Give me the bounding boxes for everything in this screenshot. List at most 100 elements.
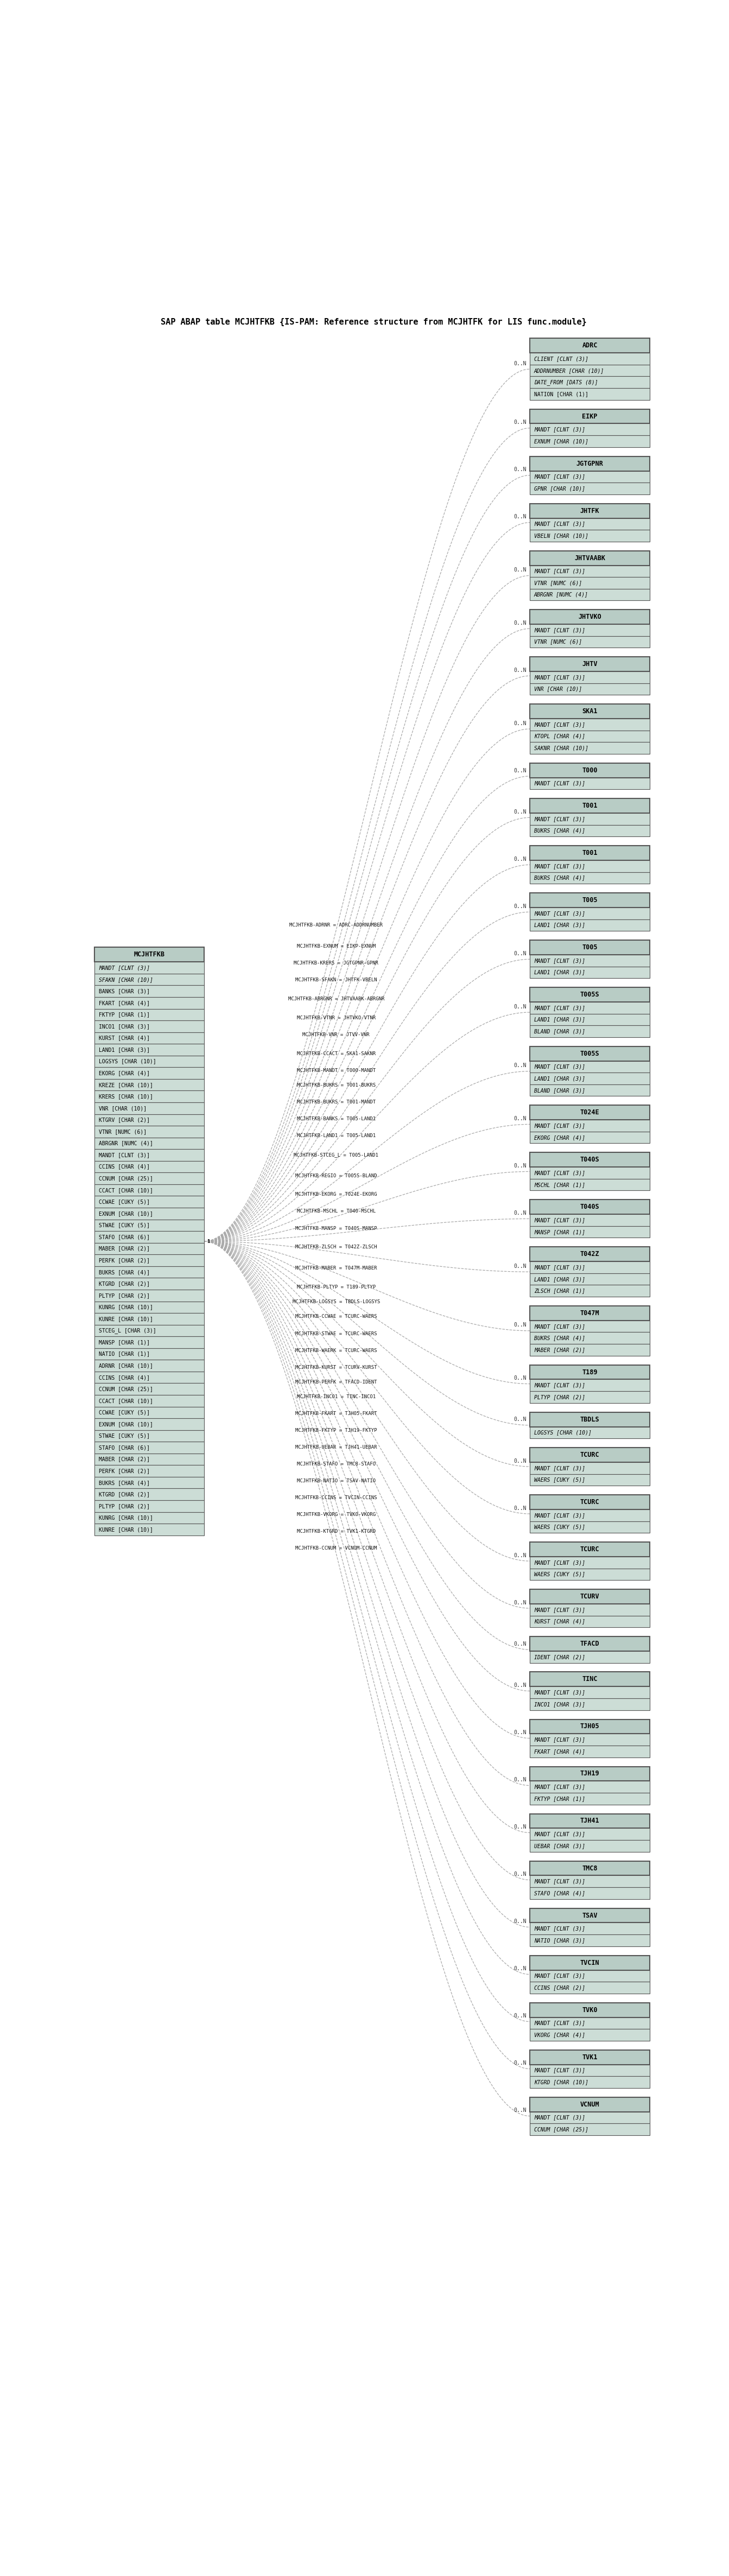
Bar	[530, 1636, 650, 1651]
Text: WAERS [CUKY (5)]: WAERS [CUKY (5)]	[534, 1525, 585, 1530]
Bar	[95, 1139, 204, 1149]
Text: STAFO [CHAR (6)]: STAFO [CHAR (6)]	[98, 1234, 149, 1239]
Bar	[95, 1149, 204, 1162]
Text: 1: 1	[207, 1239, 210, 1244]
Bar	[530, 482, 650, 495]
Bar	[530, 672, 650, 683]
Bar	[95, 1218, 204, 1231]
Text: PLTYP [CHAR (2)]: PLTYP [CHAR (2)]	[98, 1504, 149, 1510]
Text: MANDT [CLNT (3)]: MANDT [CLNT (3)]	[534, 474, 585, 479]
Text: 1: 1	[207, 1239, 210, 1244]
Text: MANDT [CLNT (3)]: MANDT [CLNT (3)]	[534, 1170, 585, 1175]
Text: KTGRD [CHAR (2)]: KTGRD [CHAR (2)]	[98, 1492, 149, 1497]
Bar	[530, 845, 650, 860]
Text: MANDT [CLNT (3)]: MANDT [CLNT (3)]	[534, 629, 585, 634]
Text: EIKP: EIKP	[582, 412, 598, 420]
Bar	[530, 1105, 650, 1121]
Text: 0..N: 0..N	[514, 567, 526, 572]
Text: 1: 1	[207, 1239, 210, 1244]
Text: KUNRG [CHAR (10)]: KUNRG [CHAR (10)]	[98, 1515, 153, 1520]
Text: MCJHTFKB-VNR = JTVV-VNR: MCJHTFKB-VNR = JTVV-VNR	[303, 1033, 370, 1038]
Bar	[530, 1226, 650, 1239]
Text: MANDT [CLNT (3)]: MANDT [CLNT (3)]	[534, 781, 585, 786]
Text: FKART [CHAR (4)]: FKART [CHAR (4)]	[534, 1749, 585, 1754]
Bar	[95, 1453, 204, 1466]
Text: ZLSCH [CHAR (1)]: ZLSCH [CHAR (1)]	[534, 1288, 585, 1293]
Text: MANSP [CHAR (1)]: MANSP [CHAR (1)]	[98, 1340, 149, 1345]
Bar	[530, 1922, 650, 1935]
Text: MCJHTFKB-BUKRS = T001-BUKRS: MCJHTFKB-BUKRS = T001-BUKRS	[297, 1082, 375, 1087]
Bar	[95, 1337, 204, 1347]
Text: 1: 1	[207, 1239, 210, 1244]
Bar	[530, 1909, 650, 1922]
Bar	[530, 2063, 650, 2076]
Text: T040S: T040S	[580, 1203, 599, 1211]
Bar	[95, 1443, 204, 1453]
Text: T189: T189	[582, 1368, 598, 1376]
Text: BANKS [CHAR (3)]: BANKS [CHAR (3)]	[98, 989, 149, 994]
Bar	[530, 1463, 650, 1473]
Text: BUKRS [CHAR (4)]: BUKRS [CHAR (4)]	[534, 1334, 585, 1340]
Bar	[95, 1466, 204, 1476]
Bar	[530, 1072, 650, 1084]
Bar	[95, 1476, 204, 1489]
Bar	[530, 1494, 650, 1510]
Bar	[530, 1321, 650, 1332]
Text: MCJHTFKB-FKTYP = TJH19-FKTYP: MCJHTFKB-FKTYP = TJH19-FKTYP	[295, 1427, 377, 1432]
Text: EXNUM [CHAR (10)]: EXNUM [CHAR (10)]	[98, 1211, 153, 1216]
Text: 0..N: 0..N	[514, 420, 526, 425]
Text: T047M: T047M	[580, 1309, 599, 1316]
Text: MCJHTFKB: MCJHTFKB	[133, 951, 165, 958]
Text: CLIENT [CLNT (3)]: CLIENT [CLNT (3)]	[534, 355, 588, 361]
Text: MCJHTFKB-MANSP = T040S-MANSP: MCJHTFKB-MANSP = T040S-MANSP	[295, 1226, 377, 1231]
Text: MANDT [CLNT (3)]: MANDT [CLNT (3)]	[534, 1466, 585, 1471]
Text: 0..N: 0..N	[514, 1005, 526, 1010]
Text: KTOPL [CHAR (4)]: KTOPL [CHAR (4)]	[534, 734, 585, 739]
Text: 1: 1	[207, 1239, 210, 1244]
Text: 1: 1	[207, 1239, 210, 1244]
Text: 0..N: 0..N	[514, 1164, 526, 1170]
Text: MANDT [CLNT (3)]: MANDT [CLNT (3)]	[534, 1561, 585, 1566]
Text: LAND1 [CHAR (3)]: LAND1 [CHAR (3)]	[534, 969, 585, 976]
Text: MCJHTFKB-ABRGNR = JHTVAABK-ABRGNR: MCJHTFKB-ABRGNR = JHTVAABK-ABRGNR	[288, 997, 384, 1002]
Bar	[530, 956, 650, 966]
Bar	[95, 1113, 204, 1126]
Text: MCJHTFKB-ZLSCH = T042Z-ZLSCH: MCJHTFKB-ZLSCH = T042Z-ZLSCH	[295, 1244, 377, 1249]
Bar	[530, 1589, 650, 1605]
Bar	[95, 1522, 204, 1535]
Text: BLAND [CHAR (3)]: BLAND [CHAR (3)]	[534, 1087, 585, 1092]
Bar	[530, 590, 650, 600]
Text: ABRGNR [NUMC (4)]: ABRGNR [NUMC (4)]	[98, 1141, 153, 1146]
Text: JGTGPNR: JGTGPNR	[577, 461, 604, 466]
Bar	[530, 1332, 650, 1345]
Text: MCJHTFKB-CCWAE = TCURC-WAERS: MCJHTFKB-CCWAE = TCURC-WAERS	[295, 1314, 377, 1319]
Bar	[95, 1360, 204, 1370]
Text: MCJHTFKB-CCACT = SKA1-SAKNR: MCJHTFKB-CCACT = SKA1-SAKNR	[297, 1051, 375, 1056]
Text: VKORG [CHAR (4)]: VKORG [CHAR (4)]	[534, 2032, 585, 2038]
Text: CCINS [CHAR (4)]: CCINS [CHAR (4)]	[98, 1164, 149, 1170]
Text: 0..N: 0..N	[514, 1777, 526, 1783]
Text: MCJHTFKB-STCEG_L = T005-LAND1: MCJHTFKB-STCEG_L = T005-LAND1	[294, 1151, 378, 1157]
Text: LOGSYS [CHAR (10)]: LOGSYS [CHAR (10)]	[98, 1059, 156, 1064]
Text: 0..N: 0..N	[514, 1321, 526, 1327]
Text: KUNRE [CHAR (10)]: KUNRE [CHAR (10)]	[98, 1316, 153, 1321]
Text: MCJHTFKB-CCNUM = VCNUM-CCNUM: MCJHTFKB-CCNUM = VCNUM-CCNUM	[295, 1546, 377, 1551]
Text: BUKRS [CHAR (4)]: BUKRS [CHAR (4)]	[534, 876, 585, 881]
Text: 0..N: 0..N	[514, 2014, 526, 2020]
Text: T000: T000	[582, 768, 598, 773]
Bar	[530, 502, 650, 518]
Text: 0..N: 0..N	[514, 1115, 526, 1121]
Bar	[530, 1345, 650, 1355]
Text: MSCHL [CHAR (1)]: MSCHL [CHAR (1)]	[534, 1182, 585, 1188]
Text: EXNUM [CHAR (10)]: EXNUM [CHAR (10)]	[98, 1422, 153, 1427]
Text: MCJHTFKB-NATIO = TSAV-NATIO: MCJHTFKB-NATIO = TSAV-NATIO	[297, 1479, 375, 1484]
Text: T001: T001	[582, 801, 598, 809]
Text: MANDT [CLNT (3)]: MANDT [CLNT (3)]	[534, 1512, 585, 1517]
Bar	[95, 1010, 204, 1020]
Text: MABER [CHAR (2)]: MABER [CHAR (2)]	[98, 1455, 149, 1463]
Text: LOGSYS [CHAR (10)]: LOGSYS [CHAR (10)]	[534, 1430, 591, 1435]
Text: 1: 1	[207, 1239, 210, 1244]
Text: TVK1: TVK1	[582, 2053, 598, 2061]
Bar	[530, 2123, 650, 2136]
Bar	[95, 1396, 204, 1406]
